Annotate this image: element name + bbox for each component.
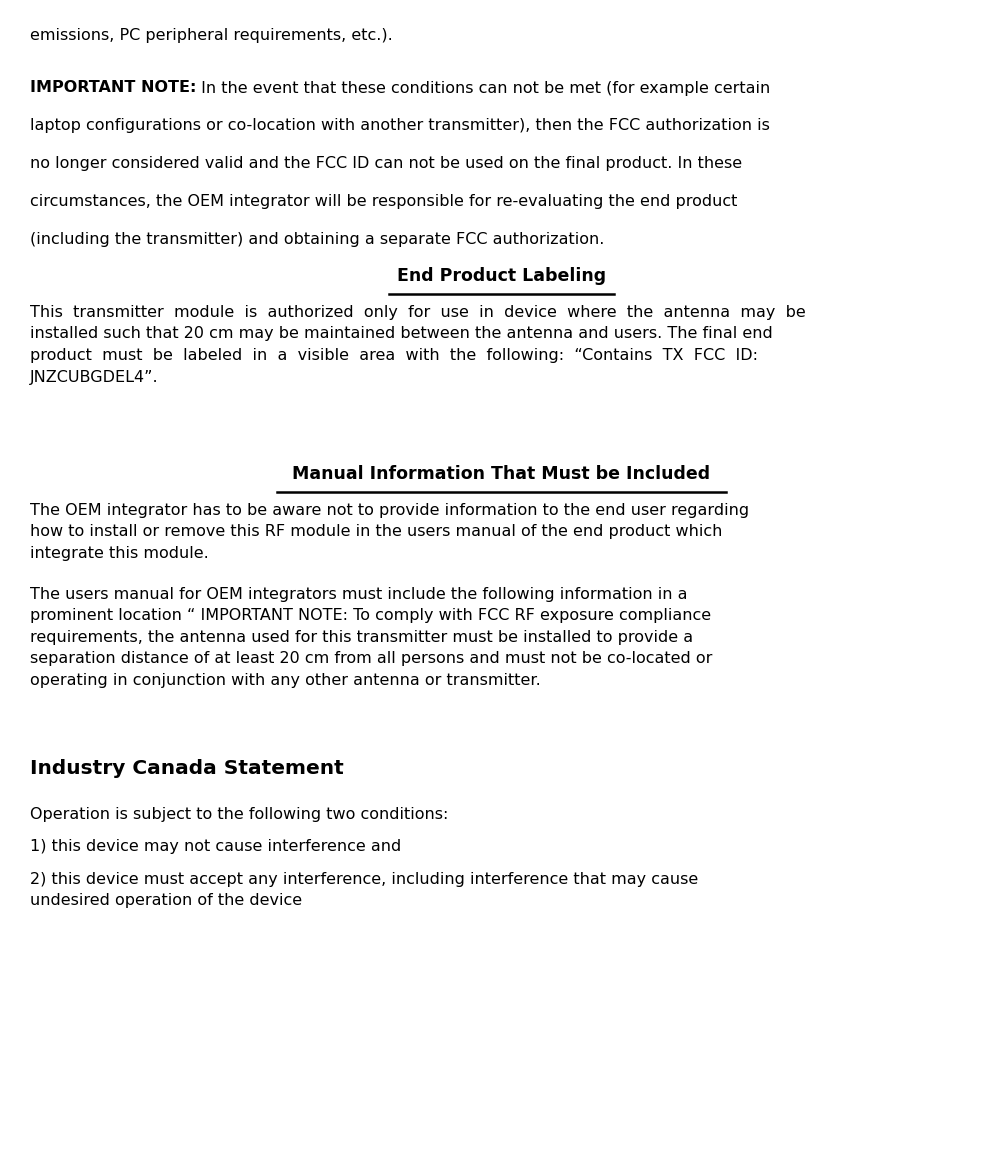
Text: (including the transmitter) and obtaining a separate FCC authorization.: (including the transmitter) and obtainin… xyxy=(30,232,604,247)
Text: Industry Canada Statement: Industry Canada Statement xyxy=(30,759,344,779)
Text: laptop configurations or co-location with another transmitter), then the FCC aut: laptop configurations or co-location wit… xyxy=(30,118,770,133)
Text: The users manual for OEM integrators must include the following information in a: The users manual for OEM integrators mus… xyxy=(30,586,711,688)
Text: 1) this device may not cause interference and: 1) this device may not cause interferenc… xyxy=(30,840,401,854)
Text: Operation is subject to the following two conditions:: Operation is subject to the following tw… xyxy=(30,807,448,822)
Text: IMPORTANT NOTE:: IMPORTANT NOTE: xyxy=(30,81,196,95)
Text: circumstances, the OEM integrator will be responsible for re-evaluating the end : circumstances, the OEM integrator will b… xyxy=(30,194,736,209)
Text: no longer considered valid and the FCC ID can not be used on the final product. : no longer considered valid and the FCC I… xyxy=(30,156,741,171)
Text: The OEM integrator has to be aware not to provide information to the end user re: The OEM integrator has to be aware not t… xyxy=(30,503,748,561)
Text: 2) this device must accept any interference, including interference that may cau: 2) this device must accept any interfere… xyxy=(30,872,697,909)
Text: Manual Information That Must be Included: Manual Information That Must be Included xyxy=(293,465,709,483)
Text: emissions, PC peripheral requirements, etc.).: emissions, PC peripheral requirements, e… xyxy=(30,28,393,43)
Text: End Product Labeling: End Product Labeling xyxy=(397,267,605,285)
Text: In the event that these conditions can not be met (for example certain: In the event that these conditions can n… xyxy=(196,81,770,95)
Text: This  transmitter  module  is  authorized  only  for  use  in  device  where  th: This transmitter module is authorized on… xyxy=(30,305,805,384)
